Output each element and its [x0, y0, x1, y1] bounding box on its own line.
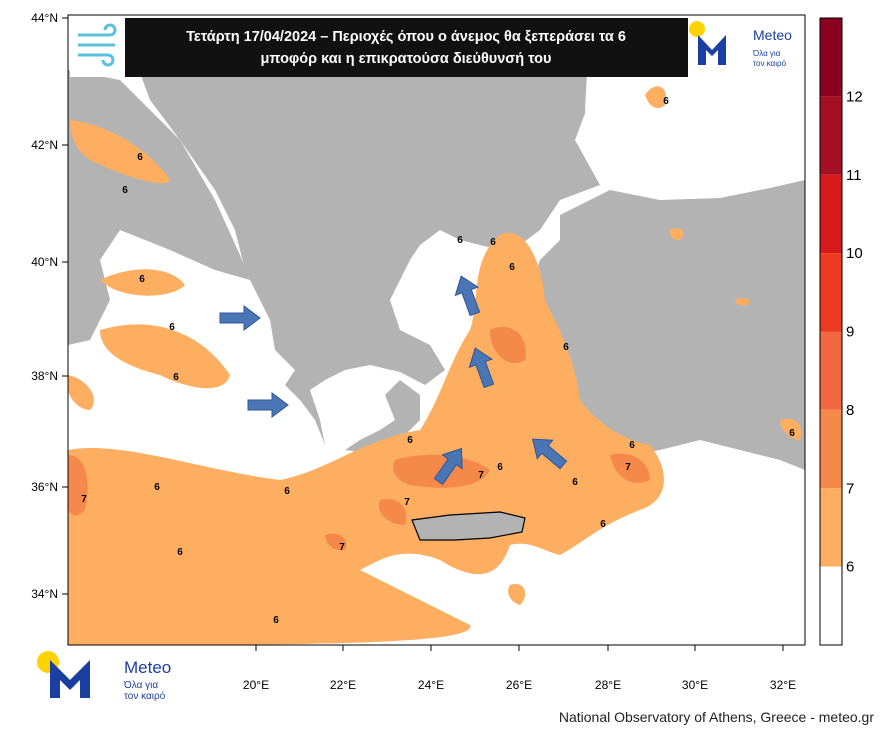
contour-label: 6: [273, 615, 279, 626]
colorbar-label: 8: [846, 402, 854, 419]
lat-label: 38°N: [31, 369, 58, 383]
contour-label: 7: [404, 497, 410, 508]
contour-label: 6: [407, 435, 413, 446]
contour-labels: 6 6 6 6 6 6 6 6 6 6 6 6 7 6 6 7 7 6 7 7 6 6 6 6 6: [81, 96, 795, 626]
contour-label: 6: [789, 428, 795, 439]
contour-label: 6: [457, 235, 463, 246]
lon-label: 22°E: [330, 678, 356, 692]
colorbar-label: 12: [846, 88, 863, 105]
contour-label: 7: [81, 494, 87, 505]
contour-label: 6: [600, 519, 606, 530]
colorbar-segment: [820, 96, 842, 175]
contour-label: 6: [173, 372, 179, 383]
lon-label: 30°E: [682, 678, 708, 692]
colorbar-label: 9: [846, 324, 854, 341]
wind-7-area: [68, 326, 650, 551]
contour-label: 6: [563, 342, 569, 353]
lon-label: 24°E: [418, 678, 444, 692]
lat-label: 44°N: [31, 11, 58, 25]
footer: National Observatory of Athens, Greece -…: [559, 709, 874, 725]
lon-label: 20°E: [243, 678, 269, 692]
contour-label: 6: [509, 262, 515, 273]
colorbar: 12 11 10 9 8 7 6: [819, 17, 863, 646]
colorbar-segment: [820, 18, 842, 97]
colorbar-label: 7: [846, 480, 854, 497]
logo-sun: [689, 21, 705, 37]
colorbar-label: 6: [846, 559, 854, 576]
contour-label: 7: [339, 542, 345, 553]
colorbar-segment: [820, 409, 842, 489]
contour-label: 6: [122, 185, 128, 196]
colorbar-frame: [819, 17, 843, 646]
contour-label: 6: [490, 237, 496, 248]
title-line: Τετάρτη 17/04/2024 – Περιοχές όπου ο άνε…: [186, 29, 626, 45]
land: [530, 180, 805, 470]
contour-label: 6: [629, 440, 635, 451]
colorbar-segment: [820, 174, 842, 254]
contour-label: 6: [497, 462, 503, 473]
contour-label: 6: [154, 482, 160, 493]
contour-label: 6: [169, 322, 175, 333]
title-box: [70, 18, 688, 77]
axes: 44°N 42°N 40°N 38°N 36°N 34°N 20°E 22°E 24°E 26°E…: [31, 11, 796, 692]
lat-label: 36°N: [31, 480, 58, 494]
colorbar-segment: [820, 488, 842, 567]
map-area: 6 6 6 6 6 6 6 6 6 6 6 6 7 6 6 7 7 6 7 7 6 6 6 6 6: [68, 15, 805, 645]
logo-tagline: τον καιρό: [124, 690, 166, 702]
wind-icon: [78, 23, 117, 67]
lon-label: 32°E: [770, 678, 796, 692]
contour-label: 7: [478, 470, 484, 481]
contour-label: 6: [137, 152, 143, 163]
colorbar-label: 11: [846, 167, 862, 184]
logo-mark: [50, 660, 90, 698]
contour-label: 6: [177, 547, 183, 558]
logo-name: Meteo: [753, 27, 792, 43]
wind-arrows: [219, 275, 568, 485]
contour-label: 6: [139, 274, 145, 285]
logo-name: Meteo: [124, 658, 171, 677]
wind-icon-bg: [70, 18, 125, 77]
land: [120, 18, 600, 455]
lat-label: 40°N: [31, 255, 58, 269]
colorbar-segment: [820, 566, 842, 645]
contour-label: 6: [663, 96, 669, 107]
colorbar-segment: [820, 253, 842, 332]
contour-label: 6: [284, 486, 290, 497]
lat-label: 42°N: [31, 138, 58, 152]
logo-tagline: Όλα για: [123, 680, 158, 691]
lon-label: 28°E: [595, 678, 621, 692]
title-line: μποφόρ και η επικρατούσα διεύθυνσή του: [261, 51, 552, 67]
colorbar-segment: [820, 331, 842, 410]
lon-label: 26°E: [506, 678, 532, 692]
colorbar-label: 10: [846, 245, 863, 262]
logo-tagline: τον καιρό: [753, 59, 787, 68]
logo-mark: [698, 35, 726, 65]
contour-label: 6: [572, 477, 578, 488]
map-frame: [67, 14, 806, 646]
land: [411, 511, 526, 541]
lat-label: 34°N: [31, 587, 58, 601]
contour-label: 7: [625, 462, 631, 473]
logo-tagline: Όλα για: [752, 49, 781, 58]
